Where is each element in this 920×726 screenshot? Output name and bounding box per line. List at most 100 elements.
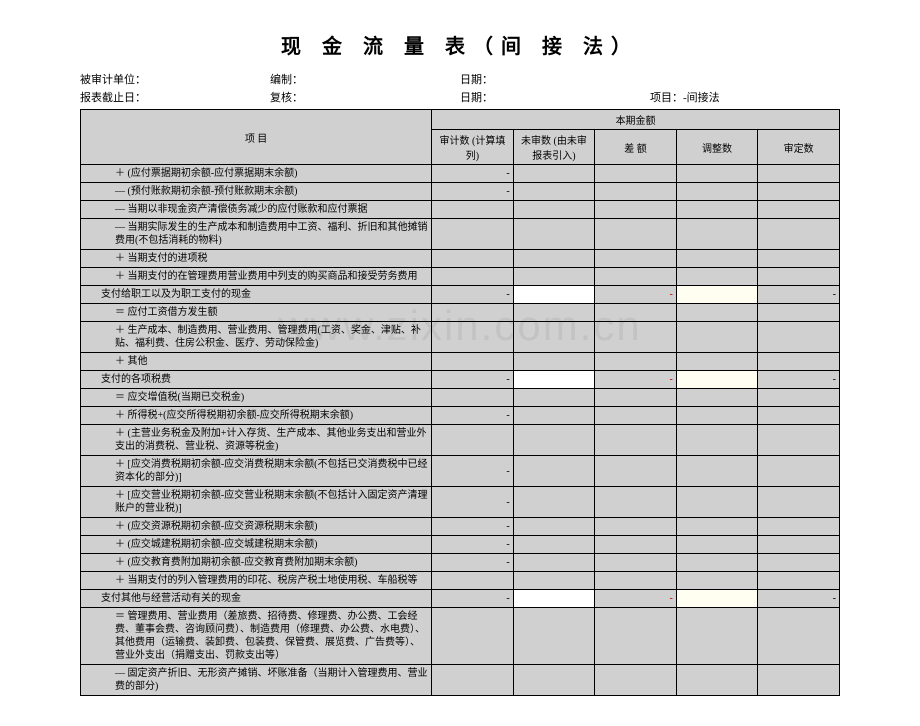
cell — [595, 165, 677, 183]
th-c4: 调整数 — [676, 130, 758, 165]
th-c1: 审计数 (计算填列) — [432, 130, 514, 165]
cell — [758, 183, 840, 201]
cell — [676, 665, 758, 696]
cell — [432, 608, 514, 665]
cell — [676, 536, 758, 554]
table-row: — 当期实际发生的生产成本和制造费用中工资、福利、折旧和其他摊销费用(不包括消耗… — [81, 219, 840, 250]
page-title: 现 金 流 量 表（间 接 法） — [80, 30, 840, 59]
table-row: ＝ 应交增值税(当期已交税金) — [81, 389, 840, 407]
cell — [758, 304, 840, 322]
row-item: ＋ 其他 — [81, 353, 432, 371]
cell — [432, 665, 514, 696]
cell — [513, 322, 595, 353]
cell — [595, 425, 677, 456]
row-item: ＋ (主营业务税金及附加+计入存货、生产成本、其他业务支出和营业外支出的消费税、… — [81, 425, 432, 456]
cell — [758, 250, 840, 268]
cell — [432, 322, 514, 353]
cell — [513, 456, 595, 487]
cell — [676, 371, 758, 389]
cell — [513, 304, 595, 322]
table-row: ＋ [应交消费税期初余额-应交消费税期末余额(不包括已交消费税中已经资本化的部分… — [81, 456, 840, 487]
cell — [513, 665, 595, 696]
row-item: ＝ 应交增值税(当期已交税金) — [81, 389, 432, 407]
cell: - — [595, 371, 677, 389]
cell — [676, 353, 758, 371]
cell — [676, 183, 758, 201]
row-item: 支付其他与经营活动有关的现金 — [81, 590, 432, 608]
cell — [758, 353, 840, 371]
th-c5: 审定数 — [758, 130, 840, 165]
cell: - — [595, 590, 677, 608]
cell — [513, 250, 595, 268]
table-row: ＝ 应付工资借方发生额 — [81, 304, 840, 322]
cell: - — [758, 590, 840, 608]
project-label: 项目：-间接法 — [650, 89, 840, 105]
table-row: ＋ (应交教育费附加期初余额-应交教育费附加期末余额)- — [81, 554, 840, 572]
cell — [595, 456, 677, 487]
cell — [513, 554, 595, 572]
cell — [758, 456, 840, 487]
table-row: 支付的各项税费--- — [81, 371, 840, 389]
cell — [595, 554, 677, 572]
cell — [595, 608, 677, 665]
cell — [432, 304, 514, 322]
row-item: ＋ 生产成本、制造费用、营业费用、管理费用(工资、奖金、津贴、补贴、福利费、住房… — [81, 322, 432, 353]
cell — [758, 487, 840, 518]
table-row: — (预付账款期初余额-预付账款期末余额)- — [81, 183, 840, 201]
cell — [758, 165, 840, 183]
table-row: 支付给职工以及为职工支付的现金--- — [81, 286, 840, 304]
cell: - — [432, 456, 514, 487]
cell — [513, 518, 595, 536]
cell — [676, 250, 758, 268]
cell — [676, 554, 758, 572]
cell — [513, 487, 595, 518]
row-item: ＋ [应交消费税期初余额-应交消费税期末余额(不包括已交消费税中已经资本化的部分… — [81, 456, 432, 487]
cell — [676, 425, 758, 456]
cell — [595, 487, 677, 518]
cell — [676, 407, 758, 425]
cell — [595, 250, 677, 268]
cell — [432, 219, 514, 250]
table-row: 支付其他与经营活动有关的现金--- — [81, 590, 840, 608]
row-item: — 当期以非现金资产清偿债务减少的应付账款和应付票据 — [81, 201, 432, 219]
th-group: 本期金额 — [432, 110, 840, 130]
cell — [758, 518, 840, 536]
cell: - — [432, 487, 514, 518]
cell — [676, 201, 758, 219]
cell: - — [432, 286, 514, 304]
table-row: ＋ 当期支付的在管理费用营业费用中列支的购买商品和接受劳务费用 — [81, 268, 840, 286]
cell: - — [432, 371, 514, 389]
cell — [595, 219, 677, 250]
cell — [513, 608, 595, 665]
cell: - — [432, 518, 514, 536]
table-row: ＋ 其他 — [81, 353, 840, 371]
cell — [513, 407, 595, 425]
th-c2: 未审数 (由未审报表引入) — [513, 130, 595, 165]
row-item: ＋ 当期支付的在管理费用营业费用中列支的购买商品和接受劳务费用 — [81, 268, 432, 286]
cell — [676, 219, 758, 250]
cell — [513, 183, 595, 201]
cell — [758, 268, 840, 286]
cell — [513, 572, 595, 590]
cell: - — [432, 590, 514, 608]
cell — [595, 201, 677, 219]
cell: - — [432, 407, 514, 425]
row-item: — (预付账款期初余额-预付账款期末余额) — [81, 183, 432, 201]
cell — [595, 407, 677, 425]
th-c3: 差 额 — [595, 130, 677, 165]
cell — [595, 518, 677, 536]
cell: - — [432, 554, 514, 572]
row-item: ＋ (应交教育费附加期初余额-应交教育费附加期末余额) — [81, 554, 432, 572]
row-item: ＋ (应交城建税期初余额-应交城建税期末余额) — [81, 536, 432, 554]
table-row: ＋ (应付票据期初余额-应付票据期末余额)- — [81, 165, 840, 183]
cell: - — [758, 286, 840, 304]
report-date-label: 报表截止日： — [80, 89, 270, 105]
cell — [513, 286, 595, 304]
row-item: ＝ 应付工资借方发生额 — [81, 304, 432, 322]
cell: - — [432, 183, 514, 201]
cell — [676, 487, 758, 518]
date1-label: 日期： — [460, 71, 650, 87]
cell — [676, 456, 758, 487]
cell — [595, 389, 677, 407]
cell — [432, 201, 514, 219]
